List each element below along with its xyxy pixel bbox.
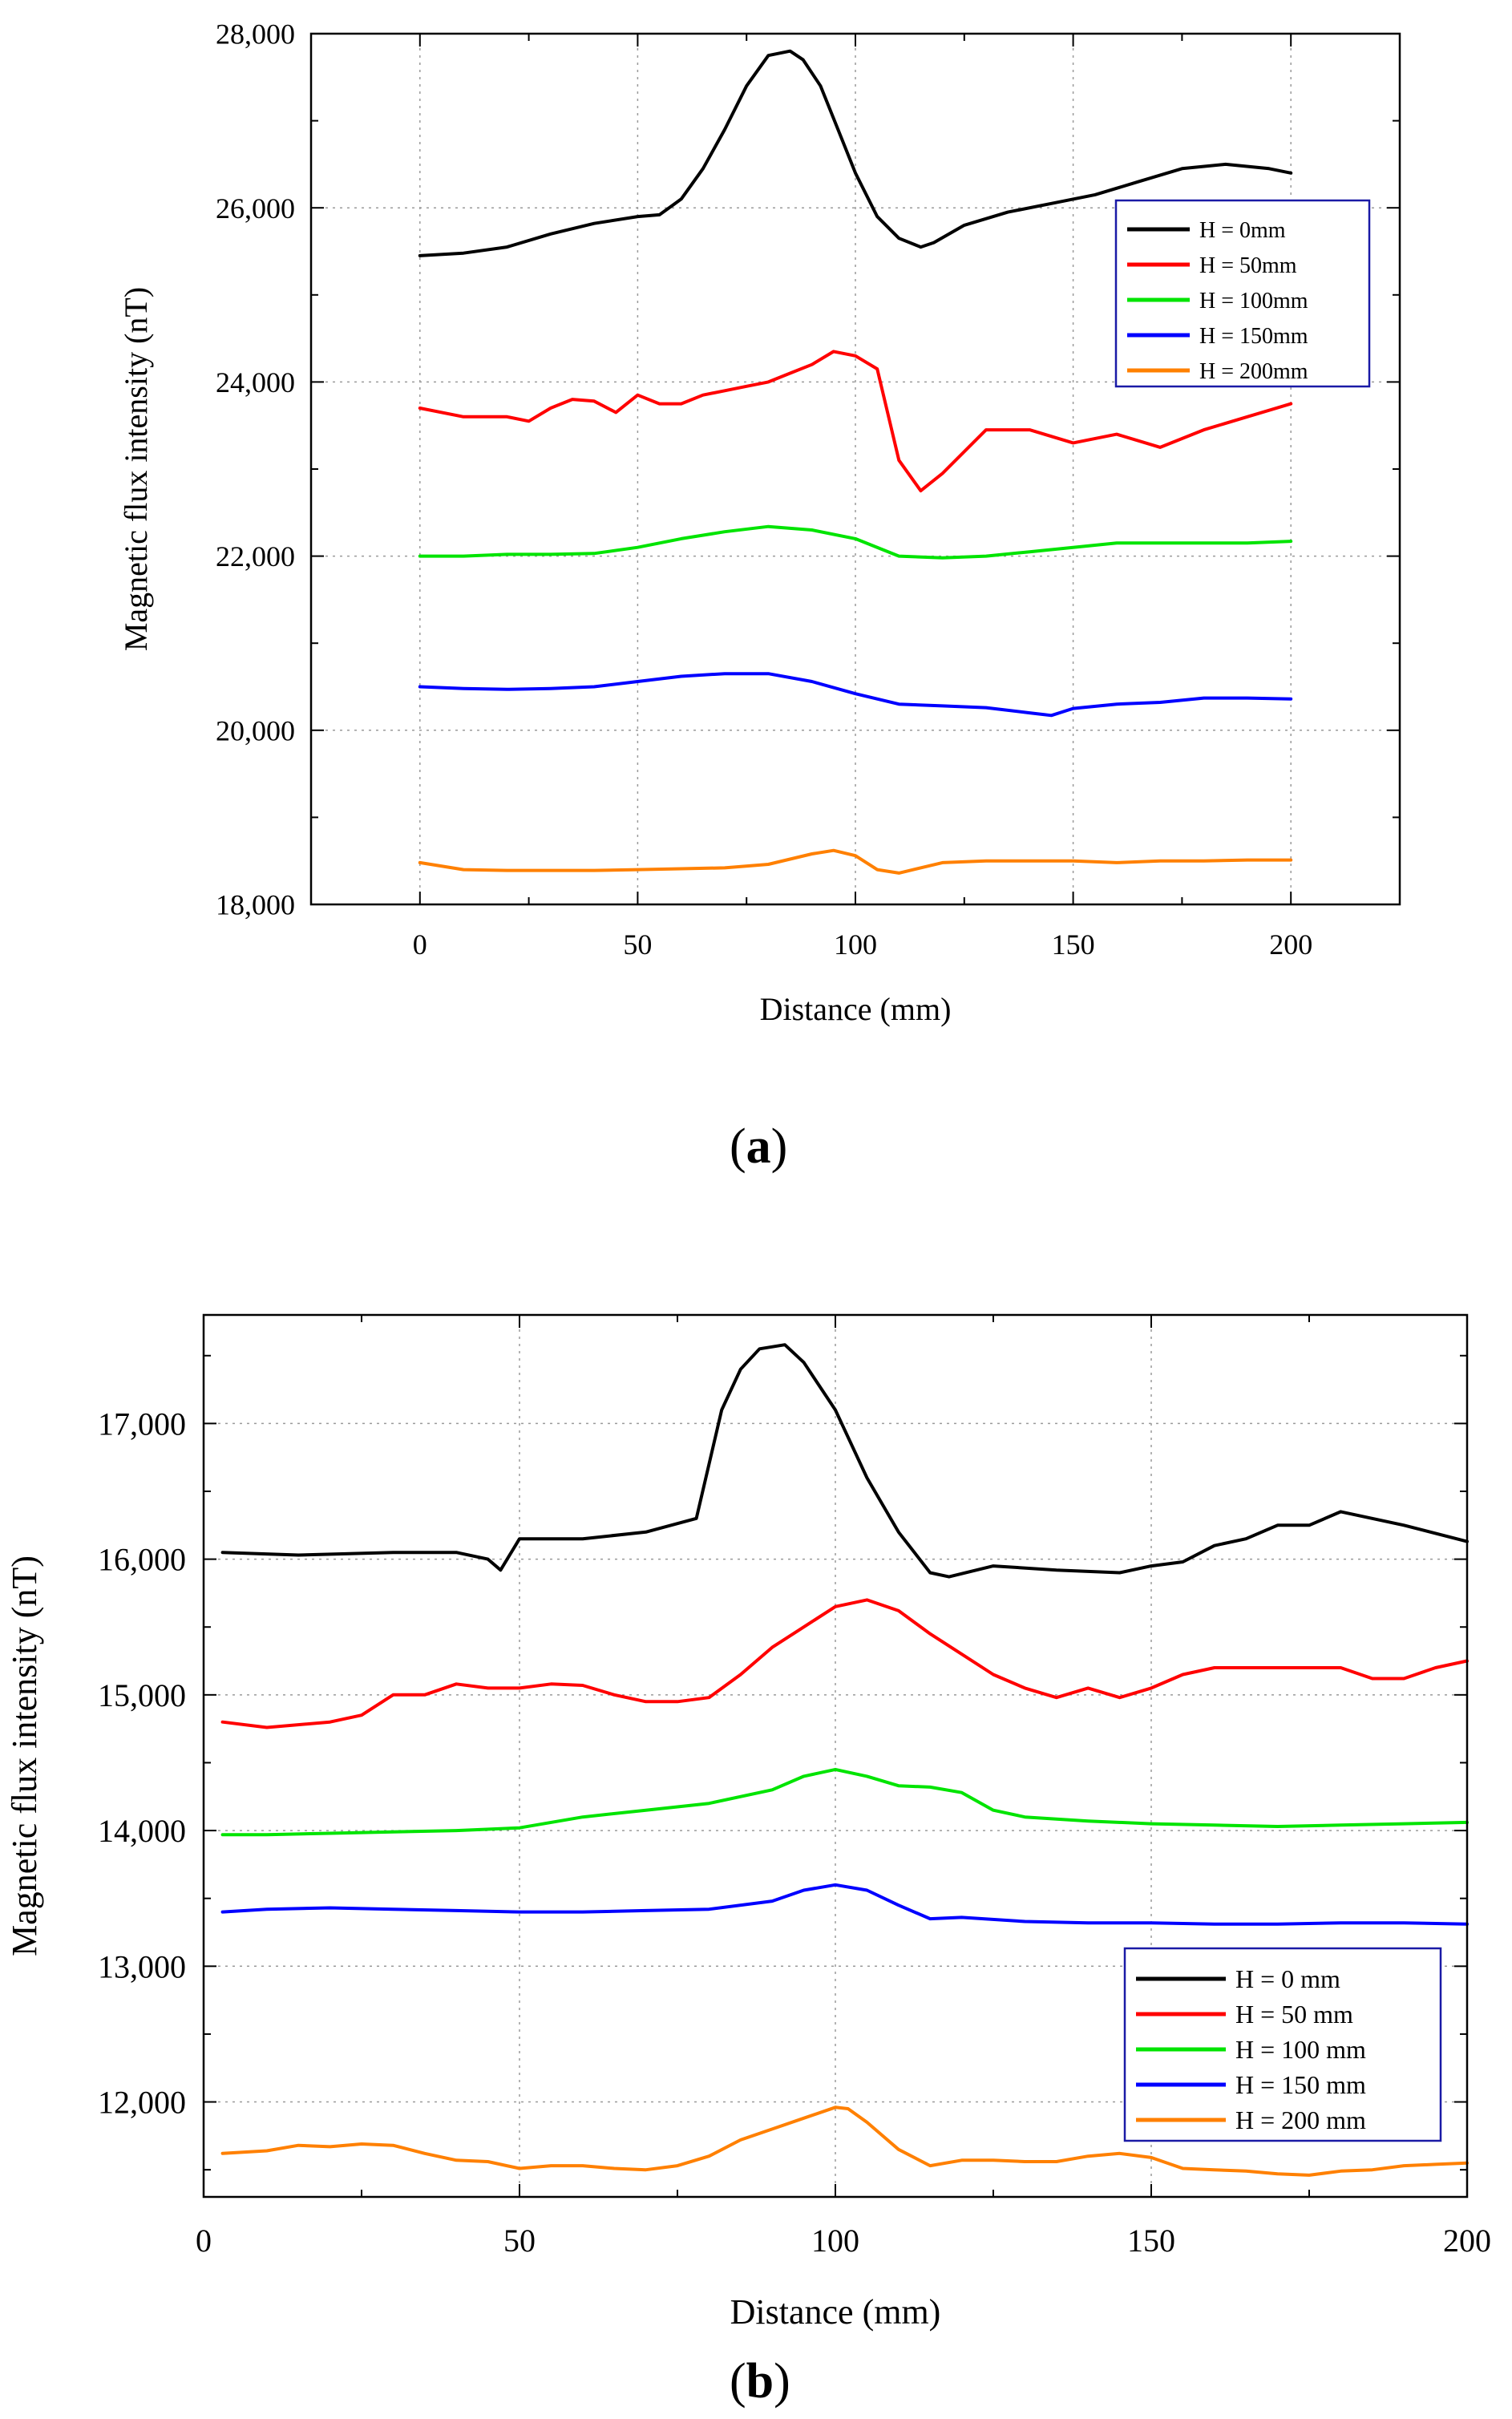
- x-tick-label: 100: [834, 928, 877, 961]
- x-tick-label: 150: [1052, 928, 1095, 961]
- chart-b: 0 50 100 150 200 12,000 13,000 14,000 15,000 16,0…: [5, 1313, 1491, 2332]
- panel-label-b-letter: b: [746, 2354, 774, 2409]
- series-line-1: [418, 49, 1293, 257]
- x-axis-label: Distance (mm): [760, 991, 952, 1027]
- y-tick-label: 17,000: [98, 1406, 186, 1442]
- x-tick-label: 0: [196, 2223, 212, 2259]
- legend-label-3: H = 100mm: [1199, 289, 1308, 313]
- y-tick-label: 26,000: [216, 192, 295, 225]
- chart-a: 0 50 100 150 200 18,000 20,000 22,000 24,000 26,0…: [118, 18, 1401, 1027]
- series-line-5: [418, 848, 1293, 875]
- panel-label-b: (b): [730, 2354, 790, 2409]
- y-tick-label: 24,000: [216, 366, 295, 398]
- legend: H = 0 mm H = 50 mm H = 100 mm H = 150 mm H =…: [1123, 1947, 1442, 2142]
- x-tick-label: 150: [1127, 2223, 1175, 2259]
- legend-label-4: H = 150mm: [1199, 324, 1308, 349]
- legend-label-5: H = 200mm: [1199, 359, 1308, 384]
- series-line-2: [418, 350, 1293, 493]
- series-line-4: [418, 672, 1293, 718]
- series-line-5: [220, 2106, 1469, 2177]
- y-tick-label: 28,000: [216, 18, 295, 51]
- y-tick-label: 22,000: [216, 540, 295, 572]
- legend-label-5: H = 200 mm: [1235, 2106, 1366, 2134]
- x-tick-label: 50: [623, 928, 652, 961]
- legend: H = 0mm H = 50mm H = 100mm H = 150mm H = 200…: [1114, 199, 1371, 388]
- legend-label-1: H = 0 mm: [1235, 1964, 1340, 1993]
- series-line-3: [220, 1767, 1469, 1837]
- panel-label-a: (a): [730, 1119, 788, 1174]
- legend-label-4: H = 150 mm: [1235, 2070, 1366, 2099]
- legend-label-2: H = 50 mm: [1235, 2000, 1353, 2029]
- panel-label-a-letter: a: [746, 1119, 771, 1174]
- y-tick-label: 18,000: [216, 889, 295, 921]
- legend-box: [1114, 199, 1371, 388]
- x-tick-label: 200: [1269, 928, 1312, 961]
- series-line-1: [220, 1343, 1469, 1579]
- legend-label-1: H = 0mm: [1199, 218, 1286, 243]
- legend-label-2: H = 50mm: [1199, 253, 1297, 278]
- legend-label-3: H = 100 mm: [1235, 2035, 1366, 2064]
- x-tick-label: 100: [811, 2223, 859, 2259]
- y-tick-label: 13,000: [98, 1948, 186, 1984]
- y-tick-label: 15,000: [98, 1677, 186, 1713]
- y-axis-label: Magnetic flux intensity (nT): [5, 1555, 44, 1956]
- y-tick-label: 12,000: [98, 2085, 186, 2121]
- x-tick-label: 0: [413, 928, 427, 961]
- y-axis-label: Magnetic flux intensity (nT): [118, 287, 154, 651]
- x-tick-label: 50: [503, 2223, 536, 2259]
- x-tick-label: 200: [1443, 2223, 1491, 2259]
- y-tick-label: 16,000: [98, 1542, 186, 1578]
- series-line-3: [418, 524, 1293, 560]
- x-axis-label: Distance (mm): [730, 2292, 941, 2332]
- series-line-2: [220, 1598, 1469, 1729]
- y-tick-label: 20,000: [216, 714, 295, 746]
- series-line-4: [220, 1883, 1469, 1926]
- y-tick-label: 14,000: [98, 1813, 186, 1849]
